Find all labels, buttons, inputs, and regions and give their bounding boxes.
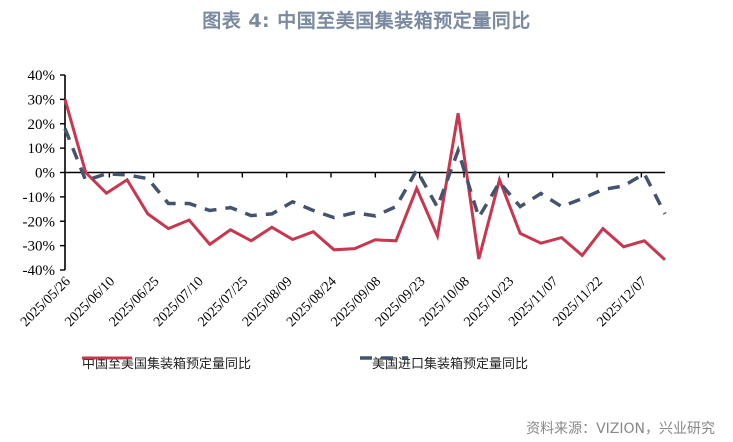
y-tick-label: -40% [23,263,56,279]
line-chart: 40%30%20%10%0%-10%-20%-30%-40%2025/05/26… [18,68,667,330]
legend-item-series1: 中国至美国集装箱预定量同比 [82,353,251,372]
y-tick-label: 10% [28,141,56,157]
legend-label-series1: 中国至美国集装箱预定量同比 [82,357,252,372]
y-tick-label: -20% [23,214,56,230]
solid-line-icon [82,356,132,360]
y-tick-label: -10% [23,190,56,206]
y-tick-label: -30% [23,239,56,255]
chart-title: 图表 4: 中国至美国集装箱预定量同比 [202,10,531,32]
legend: 中国至美国集装箱预定量同比 美国进口集装箱预定量同比 [80,353,680,373]
y-tick-label: 0% [35,166,55,182]
series-china-to-us-line [63,98,667,261]
series-us-imports-line [63,127,667,222]
legend-item-series2: 美国进口集装箱预定量同比 [360,353,528,372]
dashed-line-icon [360,356,408,360]
y-tick-label: 40% [28,68,56,84]
source-note: 资料来源：VIZION，兴业研究 [526,421,715,437]
y-tick-label: 20% [28,117,56,133]
legend-label-series2: 美国进口集装箱预定量同比 [372,357,529,372]
y-tick-label: 30% [28,92,56,108]
